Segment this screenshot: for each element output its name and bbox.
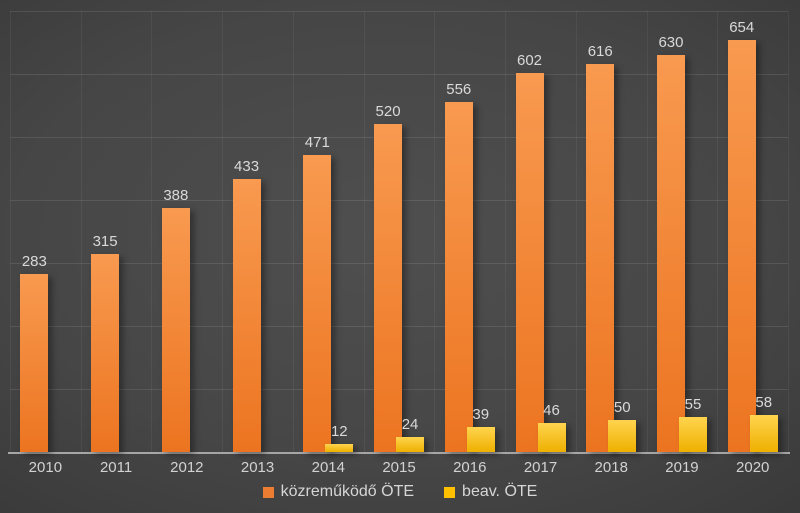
value-label-kozremukodo-2017: 602 [516,52,543,69]
bar-beav-2015 [396,437,425,452]
value-label-kozremukodo-2016: 556 [446,81,472,98]
bar-kozremukodo-2018 [586,64,615,452]
bar-kozremukodo-2012 [161,208,190,452]
bar-group-2010: 283 [10,11,81,452]
x-axis-label-2016: 2016 [453,459,487,476]
bar-pair: 520 24 [374,11,425,452]
vertical-gridline [363,11,365,452]
bar-beav-2014 [325,444,354,452]
bar-group-2017: 602 46 [505,11,576,452]
bar-groups: 283 315 388 433 471 12 520 24 556 39 602 46 616 50 630… [10,11,788,452]
x-axis-label-2011: 2011 [99,459,133,476]
x-axis-line [8,452,790,454]
vertical-gridline [434,11,436,452]
x-axis-label-2018: 2018 [594,459,628,476]
bar-kozremukodo-2017 [515,73,544,452]
x-axis-label-2014: 2014 [311,459,345,476]
value-label-kozremukodo-2012: 388 [163,187,189,204]
bar-pair: 602 46 [515,11,566,452]
bar-kozremukodo-2019 [656,55,685,452]
value-label-kozremukodo-2011: 315 [92,233,118,250]
x-axis-label-2015: 2015 [382,459,416,476]
bar-kozremukodo-2016 [444,102,473,452]
x-axis-label-2012: 2012 [170,459,204,476]
bar-pair: 616 50 [586,11,637,452]
vertical-gridline [788,11,789,452]
value-label-beav-2020: 58 [755,394,773,411]
vertical-gridline [80,11,82,452]
vertical-gridline [505,11,507,452]
vertical-gridline [10,11,11,452]
value-label-kozremukodo-2020: 654 [729,19,755,36]
value-label-kozremukodo-2014: 471 [304,134,330,151]
x-axis-label-2013: 2013 [240,459,275,476]
bar-pair: 654 58 [727,11,778,452]
bar-group-2016: 556 39 [434,11,505,452]
bar-kozremukodo-2013 [232,179,261,452]
legend-label-beav-ote: beav. ÖTE [462,483,538,500]
vertical-gridline [151,11,153,452]
bar-pair: 556 39 [444,11,495,452]
legend-item-beav-ote: beav. ÖTE [444,483,537,501]
bar-beav-2018 [608,420,637,452]
bar-kozremukodo-2014 [303,155,332,452]
bar-beav-2020 [749,415,778,452]
bar-beav-2019 [678,417,707,452]
value-label-beav-2016: 39 [472,406,490,423]
value-label-kozremukodo-2018: 616 [587,43,613,60]
bar-pair: 433 [232,11,283,452]
bar-group-2020: 654 58 [717,11,788,452]
x-axis-label-2020: 2020 [736,459,770,476]
vertical-gridline [575,11,577,452]
plot-area: 283 315 388 433 471 12 520 24 556 39 602 46 616 50 630… [8,11,790,454]
bar-pair: 388 [161,11,212,452]
bar-group-2019: 630 55 [647,11,718,452]
bar-kozremukodo-2015 [374,124,403,452]
bar-beav-2017 [537,423,566,452]
horizontal-gridline [10,74,788,75]
x-axis-label-2017: 2017 [523,459,558,476]
value-label-beav-2019: 55 [684,396,702,413]
vertical-gridline [222,11,224,452]
bar-group-2018: 616 50 [576,11,647,452]
value-label-beav-2018: 50 [613,399,631,416]
value-label-kozremukodo-2013: 433 [234,158,260,175]
bar-group-2014: 471 12 [293,11,364,452]
value-label-kozremukodo-2015: 520 [375,103,401,120]
vertical-gridline [717,11,719,452]
value-label-beav-2014: 12 [330,423,348,440]
bar-pair: 315 [91,11,141,452]
horizontal-gridline [10,11,788,12]
bar-kozremukodo-2011 [91,254,120,452]
legend-item-kozremukodo-ote: közreműködő ÖTE [262,483,415,501]
legend-swatch-yellow-icon [444,486,456,498]
vertical-gridline [292,11,294,452]
value-label-kozremukodo-2010: 283 [21,253,47,270]
value-label-kozremukodo-2019: 630 [658,34,684,51]
vertical-gridline [646,11,648,452]
value-label-beav-2015: 24 [401,416,419,433]
bar-group-2012: 388 [151,11,222,452]
x-axis-labels: 2010 2011 2012 2013 2014 2015 2016 2017 2018 2019… [10,459,788,476]
bar-group-2013: 433 [222,11,293,452]
legend-label-kozremukodo-ote: közreműködő ÖTE [280,483,415,500]
bar-pair: 283 [20,11,70,452]
legend: közreműködő ÖTE beav. ÖTE [0,483,800,501]
bar-beav-2016 [466,427,495,452]
bar-kozremukodo-2010 [20,274,49,452]
bar-group-2015: 520 24 [364,11,435,452]
bar-pair: 471 12 [303,11,354,452]
bar-kozremukodo-2020 [727,40,756,452]
x-axis-label-2010: 2010 [28,459,63,476]
value-label-beav-2017: 46 [543,402,560,419]
bar-group-2011: 315 [81,11,152,452]
x-axis-label-2019: 2019 [665,459,699,476]
bar-pair: 630 55 [656,11,707,452]
legend-swatch-orange-icon [262,486,274,498]
